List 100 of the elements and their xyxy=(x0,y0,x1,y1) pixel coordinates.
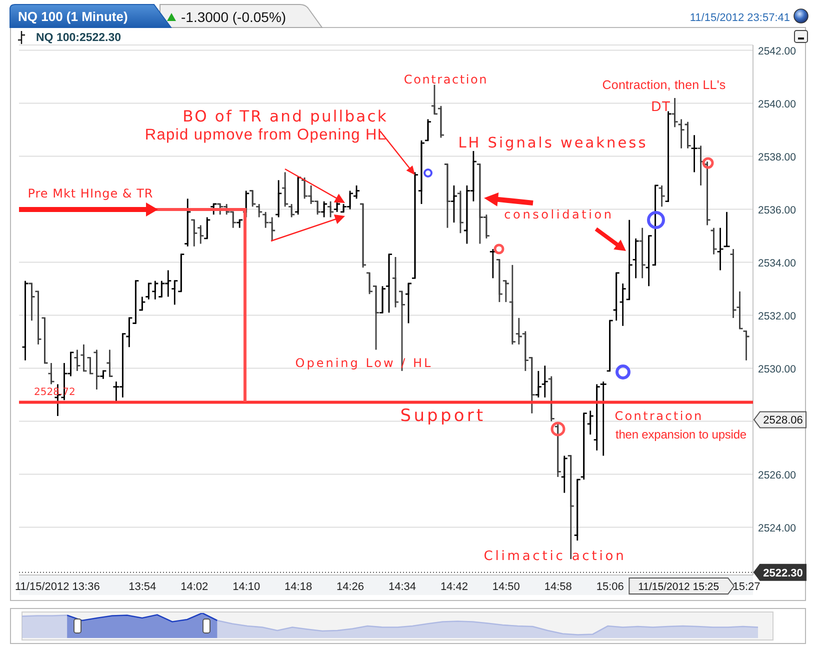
candlestick xyxy=(528,357,536,414)
candlestick xyxy=(320,200,328,218)
y-tick-label: 2536.00 xyxy=(758,204,796,216)
annotation: Contraction xyxy=(614,409,704,423)
candlestick xyxy=(359,203,367,268)
candlestick xyxy=(632,238,640,279)
candlestick xyxy=(288,203,296,218)
candlestick xyxy=(522,330,530,372)
x-tick-label: 14:26 xyxy=(336,581,364,593)
candlestick xyxy=(34,290,42,346)
candlestick xyxy=(418,140,426,205)
candlestick xyxy=(652,184,660,266)
x-tick-label: 14:34 xyxy=(388,581,416,593)
candlestick xyxy=(151,280,159,300)
candlestick xyxy=(619,282,627,327)
candlestick xyxy=(664,110,672,202)
candlestick xyxy=(456,190,464,234)
candlestick xyxy=(366,272,374,295)
candlestick xyxy=(437,105,445,138)
candlestick xyxy=(586,410,594,436)
annotation: consolidation xyxy=(504,208,614,222)
candlestick xyxy=(22,280,29,362)
candlestick xyxy=(723,211,730,248)
candlestick xyxy=(736,290,744,330)
y-tick-label: 2538.00 xyxy=(758,151,796,164)
candlestick xyxy=(626,219,634,300)
candlestick xyxy=(170,280,178,306)
x-tick-label: 14:58 xyxy=(544,581,572,593)
candlestick xyxy=(612,272,620,322)
annotation: Climactic action xyxy=(484,549,626,564)
x-tick-label: 14:18 xyxy=(284,581,312,593)
annotation: Contraction, then LL's xyxy=(602,78,726,92)
candlestick xyxy=(203,216,211,240)
candlestick xyxy=(424,118,432,142)
y-tick-label: 2534.00 xyxy=(758,257,796,270)
text: NQ 100:2522.30 xyxy=(36,32,122,44)
candlestick xyxy=(638,227,646,279)
candlestick xyxy=(48,362,55,385)
candlestick xyxy=(106,349,114,377)
candlestick xyxy=(704,160,711,226)
candlestick xyxy=(210,203,218,216)
candlestick xyxy=(190,219,198,248)
candlestick xyxy=(184,198,192,248)
candlestick xyxy=(404,282,412,324)
candlestick xyxy=(593,384,601,452)
candlestick xyxy=(502,280,510,303)
candlestick xyxy=(326,200,334,218)
candlestick xyxy=(74,349,81,372)
x-tick-label: 15:06 xyxy=(596,581,624,593)
candlestick xyxy=(41,317,48,364)
candlestick xyxy=(385,254,393,314)
candlestick xyxy=(138,296,146,311)
candlestick xyxy=(496,258,504,303)
y-tick-label: 2526.00 xyxy=(758,469,796,482)
candlestick xyxy=(294,176,302,216)
x-tick-label: 14:10 xyxy=(232,581,260,593)
x-tick-label: 15:27 xyxy=(732,581,760,593)
candlestick xyxy=(606,320,614,372)
candlestick xyxy=(742,330,750,362)
y-tick-label: 2524.00 xyxy=(758,522,796,534)
candlestick xyxy=(242,190,250,218)
candlestick xyxy=(392,256,400,308)
candlestick xyxy=(508,264,516,346)
candlestick xyxy=(600,380,608,456)
annotation: DT xyxy=(651,98,671,114)
candlestick xyxy=(144,282,152,300)
candlestick xyxy=(177,254,185,292)
candlestick xyxy=(574,478,582,542)
annotation: Pre Mkt HInge & TR xyxy=(28,186,154,200)
annotation: Support xyxy=(400,406,486,426)
candlestick xyxy=(658,184,666,208)
x-tick-label: 14:02 xyxy=(180,581,208,593)
candlestick xyxy=(450,184,458,224)
x-tick-label: 14:42 xyxy=(440,581,468,593)
candlestick xyxy=(398,290,406,372)
candlestick xyxy=(554,423,562,478)
candlestick xyxy=(710,227,718,256)
candlestick xyxy=(28,282,36,322)
candlestick xyxy=(515,317,523,346)
y-tick-label: 2540.00 xyxy=(758,98,796,110)
y-tick-label: 2532.00 xyxy=(758,310,796,322)
candlestick xyxy=(281,172,289,208)
candlestick xyxy=(645,235,653,287)
x-tick-label: 13:54 xyxy=(128,581,156,593)
text: 11/15/2012 23:57:41 xyxy=(690,12,790,24)
candlestick xyxy=(411,172,419,279)
candlestick xyxy=(372,285,380,350)
annotation: then expansion to upside xyxy=(615,428,747,442)
candlestick xyxy=(684,121,692,150)
candlestick xyxy=(196,224,204,244)
candlestick xyxy=(730,248,737,319)
candlestick xyxy=(333,200,341,213)
annotation: Rapid upmove from Opening HL xyxy=(144,126,387,144)
candlestick xyxy=(671,97,679,128)
candlestick xyxy=(378,285,386,314)
y-tick-label: 2542.00 xyxy=(758,45,796,58)
candlestick xyxy=(255,203,263,218)
candlestick xyxy=(534,370,542,398)
annotation: Contraction xyxy=(404,72,488,86)
candlestick xyxy=(125,317,133,348)
